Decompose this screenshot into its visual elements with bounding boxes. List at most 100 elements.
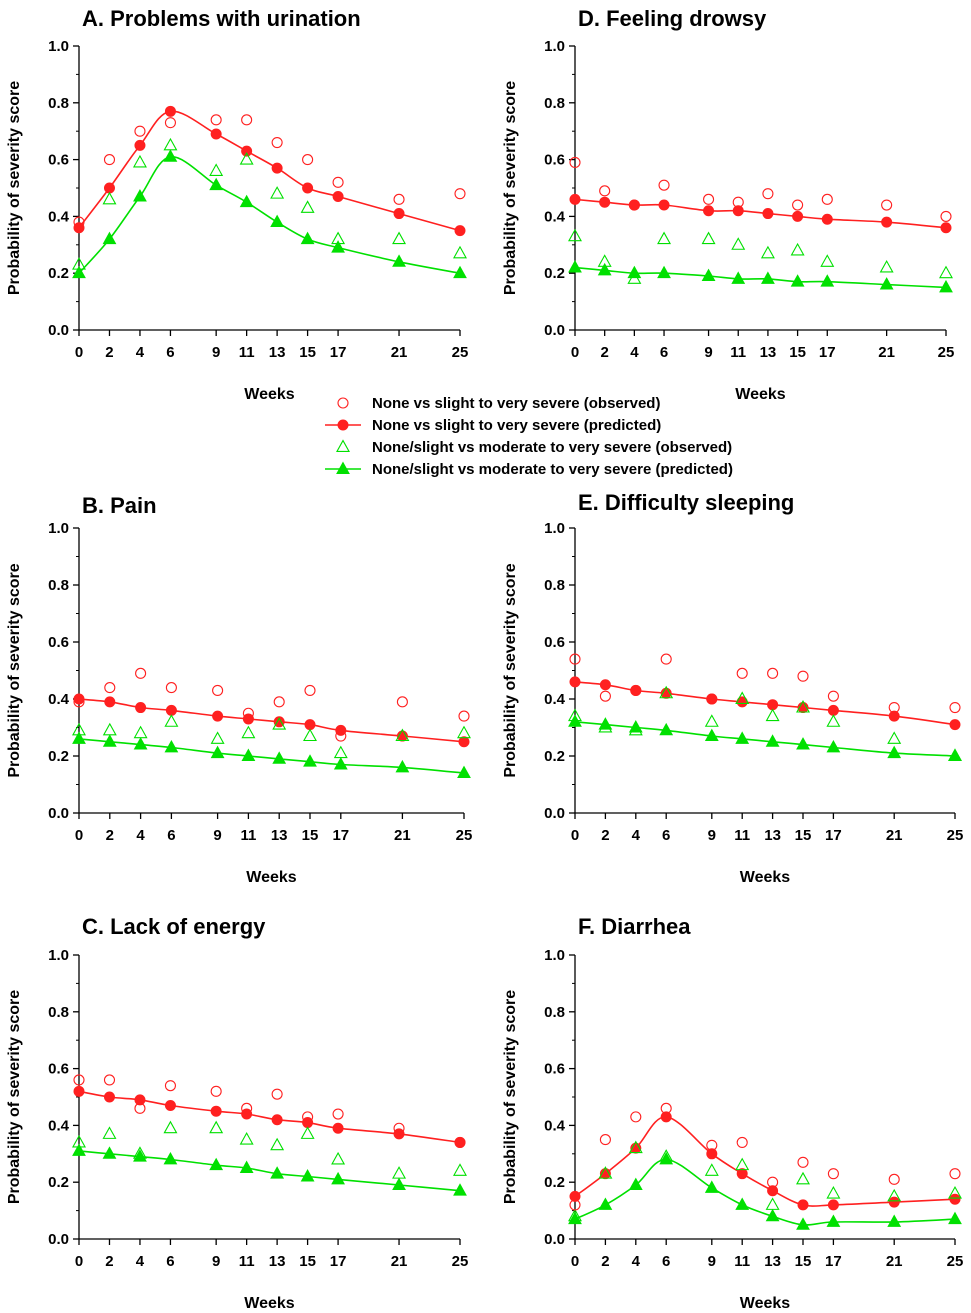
y-tick-label: 0.8	[544, 95, 565, 112]
legend-open-circle-icon	[337, 397, 349, 409]
point-green-predicted	[239, 194, 254, 208]
x-tick-label: 9	[212, 344, 220, 361]
x-tick-label: 13	[764, 1253, 781, 1270]
point-green-observed	[887, 1188, 902, 1202]
point-red-predicted	[940, 222, 952, 234]
point-green-observed	[659, 1149, 674, 1162]
point-red-observed	[135, 667, 147, 679]
point-green-predicted	[657, 265, 671, 279]
point-green-predicted	[72, 1143, 86, 1156]
point-green-observed	[628, 722, 643, 736]
point-green-predicted	[796, 737, 810, 750]
legend-label: None vs slight to very severe (observed)	[372, 395, 660, 412]
x-tick-label: 0	[75, 344, 83, 361]
series-line-red-predicted	[574, 1116, 956, 1207]
point-red-observed	[103, 1074, 116, 1086]
chart-panel-4: D. Feeling drowsy 0.0 0.2 0.4 0.6 0.8 1.0 0 2 4 6 9…	[502, 6, 954, 403]
point-red-predicted	[569, 193, 581, 205]
y-tick-label: 1.0	[544, 520, 565, 537]
point-red-observed	[302, 154, 314, 166]
y-tick-label: 0.8	[48, 95, 69, 112]
point-red-predicted	[73, 1085, 85, 1097]
point-red-predicted	[658, 199, 670, 211]
point-red-predicted	[165, 704, 177, 716]
point-green-predicted	[568, 260, 582, 273]
point-green-observed	[72, 722, 86, 736]
x-tick-label: 25	[456, 827, 473, 844]
x-tick-label: 2	[601, 1253, 609, 1270]
point-green-observed	[331, 231, 346, 245]
point-red-observed	[767, 1176, 779, 1188]
legend-label: None vs slight to very severe (predicted…	[372, 417, 661, 434]
point-red-observed	[797, 1156, 809, 1168]
y-tick-label: 0.4	[48, 1117, 70, 1134]
point-green-predicted	[453, 1183, 467, 1196]
x-tick-label: 13	[760, 344, 777, 361]
legend-item: None/slight vs moderate to very severe (…	[336, 439, 732, 456]
point-green-observed	[133, 725, 148, 739]
point-red-predicted	[569, 1190, 581, 1202]
point-green-observed	[826, 1185, 841, 1199]
point-green-predicted	[163, 149, 178, 162]
y-tick-label: 0.2	[48, 748, 69, 765]
point-red-observed	[599, 185, 611, 197]
chart-panel-2: B. Pain 0.0 0.2 0.4 0.6 0.8 1.0 0 2 4 6 9 11 13 15 17 21…	[6, 493, 472, 886]
x-tick-label: 13	[764, 827, 781, 844]
point-red-observed	[304, 684, 316, 697]
point-green-predicted	[939, 279, 953, 293]
x-tick-label: 21	[886, 827, 903, 844]
point-green-predicted	[457, 765, 471, 779]
point-green-observed	[163, 1120, 178, 1134]
point-green-predicted	[704, 728, 719, 742]
point-green-observed	[132, 1146, 147, 1159]
point-green-observed	[303, 728, 317, 742]
x-tick-label: 17	[330, 1253, 347, 1270]
point-green-predicted	[72, 731, 86, 744]
x-tick-label: 0	[571, 1253, 579, 1270]
x-tick-label: 9	[708, 827, 716, 844]
point-green-predicted	[210, 745, 225, 759]
point-green-observed	[796, 699, 810, 713]
legend-item: None vs slight to very severe (observed)	[337, 395, 660, 412]
point-red-observed	[165, 682, 177, 694]
point-red-predicted	[732, 205, 744, 217]
point-red-predicted	[393, 208, 405, 220]
point-red-predicted	[706, 1148, 718, 1160]
chart-title: E. Difficulty sleeping	[578, 490, 794, 515]
point-red-observed	[706, 693, 718, 705]
point-green-predicted	[765, 1208, 780, 1222]
point-green-observed	[241, 725, 256, 739]
y-tick-label: 0.2	[48, 265, 69, 282]
point-red-predicted	[242, 713, 254, 725]
point-red-predicted	[458, 736, 470, 748]
x-tick-label: 21	[391, 1253, 408, 1270]
point-red-predicted	[73, 693, 85, 705]
point-green-observed	[333, 745, 348, 759]
point-red-observed	[332, 1108, 344, 1120]
x-axis-label: Weeks	[246, 869, 297, 886]
x-tick-label: 4	[136, 827, 145, 844]
legend-item: None vs slight to very severe (predicted…	[325, 417, 661, 434]
point-red-observed	[212, 684, 224, 697]
y-tick-label: 0.6	[544, 152, 565, 169]
point-green-predicted	[761, 271, 775, 284]
point-red-predicted	[103, 182, 115, 194]
point-green-predicted	[704, 1180, 719, 1193]
x-tick-label: 9	[704, 344, 712, 361]
point-red-observed	[888, 701, 900, 714]
y-tick-label: 0.4	[48, 208, 70, 225]
point-red-predicted	[135, 702, 147, 714]
point-green-predicted	[72, 265, 86, 279]
point-red-predicted	[164, 105, 176, 117]
point-green-predicted	[270, 214, 285, 228]
x-tick-label: 17	[332, 827, 349, 844]
x-tick-label: 4	[632, 1253, 641, 1270]
x-tick-label: 6	[662, 1253, 670, 1270]
point-green-observed	[457, 725, 471, 739]
point-red-predicted	[304, 719, 316, 731]
point-red-predicted	[821, 213, 833, 225]
point-red-predicted	[797, 1199, 809, 1211]
point-red-predicted	[827, 1199, 839, 1211]
y-tick-label: 1.0	[48, 38, 69, 55]
